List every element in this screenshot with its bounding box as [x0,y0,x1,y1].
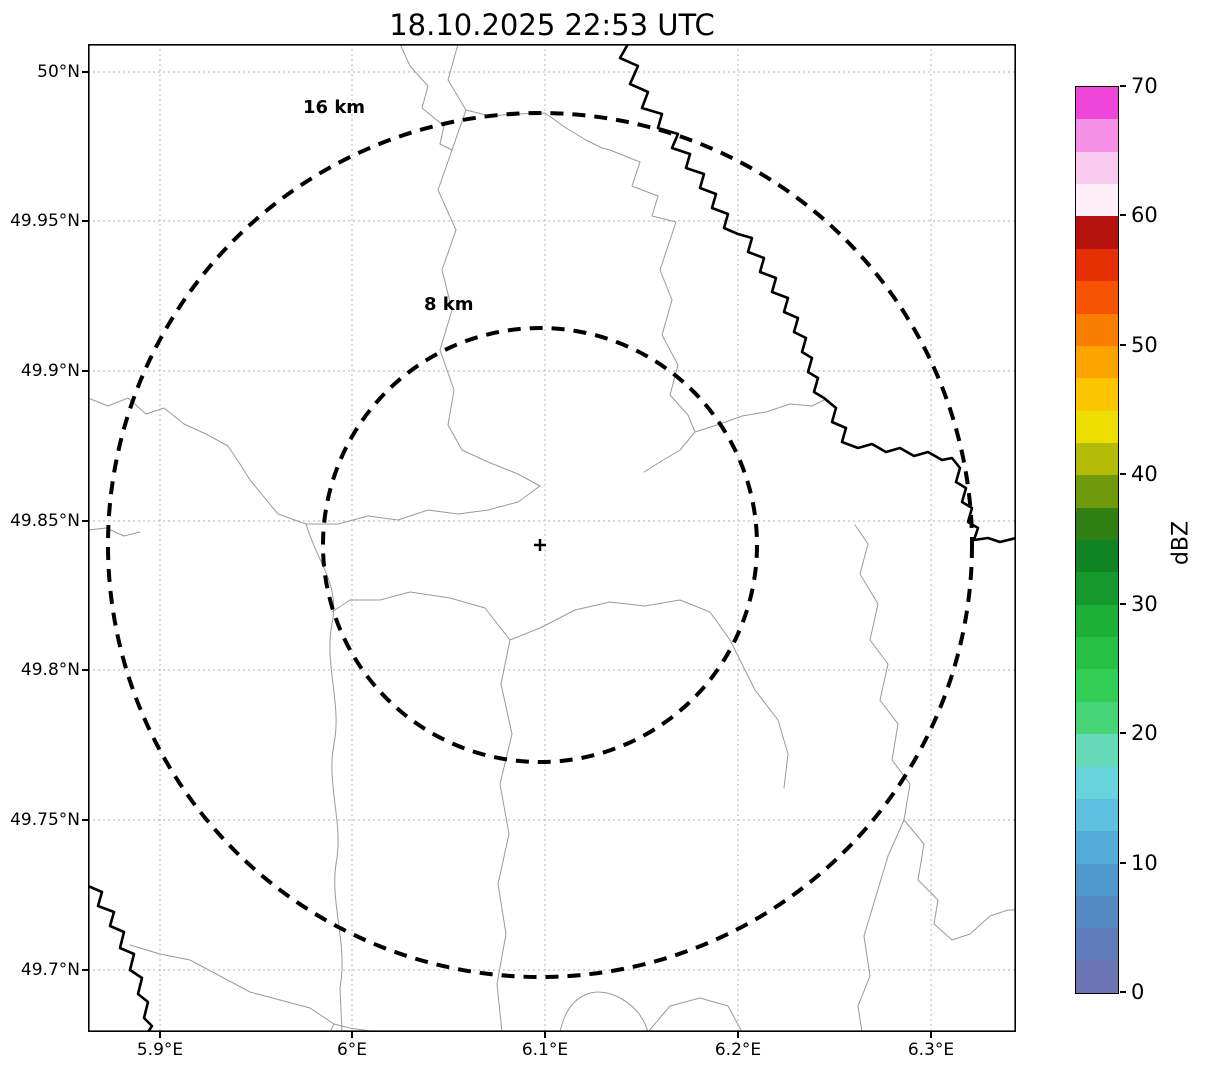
colorbar-tick-label: 50 [1131,333,1158,357]
y-tick-label: 50°N [37,62,80,82]
colorbar-segment [1076,475,1118,508]
colorbar-segment [1076,410,1118,443]
colorbar-segment [1076,766,1118,799]
colorbar-tick-label: 70 [1131,74,1158,98]
ring-label-16km: 16 km [303,97,366,118]
colorbar-tick-mark [1120,991,1126,993]
y-tick-mark [82,819,88,821]
colorbar-segment [1076,442,1118,476]
x-tick-mark [351,1032,353,1038]
colorbar-segment [1076,669,1118,702]
y-tick-label: 49.75°N [10,810,80,830]
x-tick-label: 5.9°E [136,1040,184,1060]
colorbar-segment [1076,540,1118,573]
colorbar-segment [1076,734,1118,767]
x-tick-mark [930,1032,932,1038]
colorbar-segment [1076,863,1118,896]
colorbar-tick-mark [1120,85,1126,87]
colorbar-segment [1076,378,1118,411]
colorbar-segment [1076,216,1118,249]
plot-title: 18.10.2025 22:53 UTC [389,8,715,42]
colorbar-segment [1076,572,1118,605]
range-ring-16km [106,111,974,979]
x-tick-mark [544,1032,546,1038]
colorbar-tick-mark [1120,473,1126,475]
x-tick-label: 6°E [336,1040,368,1060]
colorbar-segment [1076,184,1118,217]
y-tick-mark [82,520,88,522]
y-tick-mark [82,220,88,222]
colorbar-segment [1076,281,1118,314]
colorbar-tick-label: 60 [1131,203,1158,227]
map-canvas [88,44,1016,1032]
x-tick-mark [159,1032,161,1038]
colorbar-segment [1076,701,1118,735]
colorbar-segment [1076,87,1118,120]
x-tick-mark [737,1032,739,1038]
grid-lines [88,44,1016,1032]
colorbar-segment [1076,313,1118,346]
colorbar-segment [1076,151,1118,185]
x-tick-label: 6.2°E [714,1040,762,1060]
y-tick-label: 49.85°N [10,511,80,531]
colorbar-tick-label: 40 [1131,462,1158,486]
y-tick-label: 49.8°N [20,660,80,680]
colorbar-segment [1076,637,1118,670]
colorbar-tick-mark [1120,603,1126,605]
ring-label-8km: 8 km [424,294,474,315]
colorbar-tick-label: 0 [1131,980,1145,1004]
colorbar-segment [1076,507,1118,541]
colorbar-segment [1076,831,1118,864]
colorbar-segment [1076,928,1118,961]
colorbar-tick-mark [1120,344,1126,346]
colorbar-segment [1076,248,1118,282]
map-plot [88,44,1016,1032]
radar-center-marker [534,539,546,551]
colorbar-tick-mark [1120,214,1126,216]
y-tick-label: 49.9°N [20,361,80,381]
colorbar-segment [1076,798,1118,832]
colorbar-segment [1076,345,1118,379]
colorbar-tick-label: 30 [1131,592,1158,616]
national-border [88,44,1016,1032]
y-tick-mark [82,669,88,671]
colorbar-segment [1076,895,1118,929]
colorbar-segment [1076,119,1118,152]
colorbar-tick-label: 20 [1131,721,1158,745]
y-tick-mark [82,71,88,73]
colorbar-tick-label: 10 [1131,851,1158,875]
y-tick-mark [82,969,88,971]
x-tick-label: 6.1°E [521,1040,569,1060]
colorbar-segment [1076,604,1118,638]
colorbar [1075,86,1119,994]
range-ring-8km [321,326,759,764]
colorbar-segments [1076,87,1118,994]
colorbar-segment [1076,960,1118,994]
x-tick-label: 6.3°E [907,1040,955,1060]
colorbar-tick-mark [1120,862,1126,864]
admin-boundaries [88,44,1016,1032]
colorbar-tick-mark [1120,732,1126,734]
y-tick-label: 49.95°N [10,211,80,231]
y-tick-mark [82,370,88,372]
colorbar-axis-label: dBZ [1168,520,1194,566]
y-tick-label: 49.7°N [20,960,80,980]
plot-frame [88,44,1016,1032]
